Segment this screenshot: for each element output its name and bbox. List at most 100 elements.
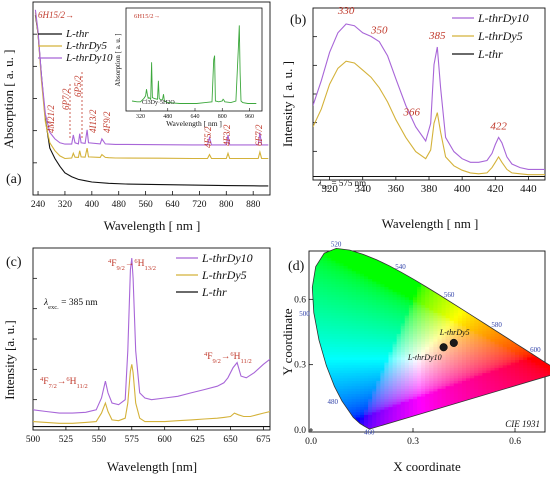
panel-b-series-l-thrdy10	[313, 23, 545, 170]
panel-b-xtick-label: 380	[421, 183, 438, 195]
panel-d-cie: 460480500520540560580600620 0.00.30.60.0…	[280, 240, 550, 474]
panel-b-peak-label: 330	[337, 5, 355, 17]
panel-a-xtick-label: 480	[112, 200, 127, 210]
cie-caption: CIE 1931	[505, 419, 540, 429]
panel-a-xlabel: Wavelength [ nm ]	[104, 218, 201, 233]
cie-locus-label: 580	[491, 321, 502, 329]
inset-xtick-label: 960	[245, 114, 254, 120]
inset-dycl3: 320 480 640 800 960 6H15/2→ Cl3Dy·5H2O Wavel…	[114, 7, 263, 128]
panel-c-xtick-label: 550	[92, 435, 107, 445]
cie-locus-label: 540	[395, 263, 406, 271]
annot-4i13: 4I13/2	[88, 109, 98, 133]
inset-xlabel: Wavelength [ nm ]	[166, 119, 222, 128]
inset-xtick-label: 320	[136, 114, 145, 120]
inset-xtick-label: 640	[191, 114, 200, 120]
panel-c-emission: 500 525 550 575 600 625 650 675 4F9/2→6H13/2 4F7…	[2, 247, 271, 474]
annot-4m21: 4M21/2	[46, 105, 56, 133]
panel-c-xtick-label: 650	[223, 435, 238, 445]
panel-b-peak-label: 385	[428, 30, 446, 42]
cie-point-l-thrdy5	[449, 338, 458, 347]
annot-4f3: 4F3/2	[222, 124, 232, 146]
panel-b-series-l-thrdy5	[313, 60, 545, 176]
cie-point-label: L-thrDy5	[439, 328, 470, 337]
legend-a-dy10: L-thrDy10	[65, 52, 113, 64]
panel-c-transition-label: 4F9/2→6H11/2	[204, 351, 252, 365]
panel-b-ylabel: Intensity [ a. u. ]	[280, 61, 295, 147]
panel-a-series-l-thrdy10	[34, 9, 269, 146]
panel-b-peak-label: 350	[370, 25, 388, 37]
annot-6f7: 6F7/2	[254, 124, 264, 146]
inset-ylabel: Absorption [ a. u. ]	[114, 33, 122, 86]
panel-c-transition-label: 4F9/2→6H13/2	[108, 258, 156, 272]
panel-c-label: (c)	[6, 255, 22, 270]
panel-b-xtick-label: 400	[454, 183, 471, 195]
legend-a-lthr: L-thr	[65, 28, 89, 40]
panel-c-series-l-thrdy5	[33, 364, 270, 424]
panel-b-label: (b)	[290, 13, 307, 28]
legend-c: L-thrDy10 L-thrDy5 L-thr	[176, 251, 253, 299]
inset-xtick-label: 480	[163, 114, 172, 120]
legend-b-lthr: L-thr	[477, 47, 503, 61]
panel-a-xtick-label: 800	[219, 200, 234, 210]
inset-series-dycl3	[131, 25, 257, 104]
inset-caption: Cl3Dy·5H2O	[142, 100, 175, 106]
panel-a-ylabel: Absorption [ a. u. ]	[1, 50, 16, 149]
panel-b-xtick-label: 320	[321, 183, 338, 195]
panel-d-ytick-label: 0.0	[294, 426, 306, 436]
panel-a-series-l-thrdy5	[34, 12, 269, 160]
panel-a-xtick-label: 880	[246, 200, 261, 210]
panel-a-absorption: 240 320 400 480 560 640 720 800 880 6H15/2→ 4M21…	[1, 1, 271, 233]
panel-a-xtick-label: 400	[85, 200, 100, 210]
panel-c-xtick-label: 525	[59, 435, 74, 445]
inset-frame	[125, 7, 263, 112]
panel-d-xtick-label: 0.3	[407, 437, 419, 447]
cie-locus-label: 560	[444, 291, 455, 299]
annot-6p7: 6P7/2	[61, 88, 71, 110]
panel-b-peak-label: 422	[490, 120, 507, 132]
inset-title: 6H15/2→	[134, 13, 160, 20]
legend-b-dy5: L-thrDy5	[477, 29, 523, 43]
panel-d-xtick-label: 0.0	[305, 437, 317, 447]
panel-b-xtick-label: 360	[388, 183, 405, 195]
panel-d-label: (d)	[288, 259, 305, 274]
annot-6p5: 6P5/2	[73, 75, 83, 97]
inset-xtick-label: 800	[218, 114, 227, 120]
panel-c-xtick-label: 600	[158, 435, 173, 445]
panel-d-ylabel: Y coordinate	[280, 308, 295, 375]
panel-a-xtick-label: 320	[58, 200, 73, 210]
cie-point-l-thrdy10	[439, 343, 448, 352]
cie-locus-label: 500	[299, 310, 310, 318]
panel-a-xtick-label: 240	[31, 200, 46, 210]
panel-b-excitation: 320 340 360 380 400 420 440 330 350 366 385 422 L-…	[280, 5, 546, 231]
panel-d-frame	[308, 250, 546, 433]
cie-locus-label: 460	[364, 428, 375, 436]
legend-b: L-thrDy10 L-thrDy5 L-thr	[452, 11, 529, 61]
panel-b-em-note: λem = 575 nm	[317, 178, 366, 191]
legend-c-dy5: L-thrDy5	[201, 268, 247, 282]
legend-c-dy10: L-thrDy10	[201, 251, 253, 265]
panel-b-peak-label: 366	[403, 107, 421, 119]
annot-4f5: 4F5/2	[203, 126, 213, 148]
panel-b-xtick-label: 340	[354, 183, 371, 195]
cie-gamut-fill	[312, 248, 550, 429]
panel-c-xtick-label: 575	[125, 435, 140, 445]
panel-a-label: (a)	[6, 172, 22, 187]
panel-c-exc-note: λexc. = 385 nm	[43, 298, 98, 311]
cie-locus-label: 520	[331, 240, 342, 248]
panel-d-xtick-label: 0.6	[509, 437, 521, 447]
annot-4f9: 4F9/2	[102, 111, 112, 133]
panel-d-ytick-label: 0.3	[294, 361, 306, 371]
panel-c-xtick-label: 675	[256, 435, 271, 445]
panel-c-transition-label: 4F7/2→6H11/2	[40, 376, 88, 390]
panel-b-xtick-label: 420	[487, 183, 504, 195]
legend-a: L-thr L-thrDy5 L-thrDy10	[38, 28, 113, 64]
cie-locus-label: 600	[530, 346, 541, 354]
cie-locus-outline	[311, 247, 550, 430]
cie-locus-label: 480	[327, 398, 338, 406]
legend-a-dy5: L-thrDy5	[65, 40, 107, 52]
panel-c-xtick-label: 500	[26, 435, 41, 445]
legend-b-dy10: L-thrDy10	[477, 11, 529, 25]
panel-c-ylabel: Intensity [a. u.]	[2, 320, 17, 399]
panel-a-xtick-label: 720	[192, 200, 207, 210]
